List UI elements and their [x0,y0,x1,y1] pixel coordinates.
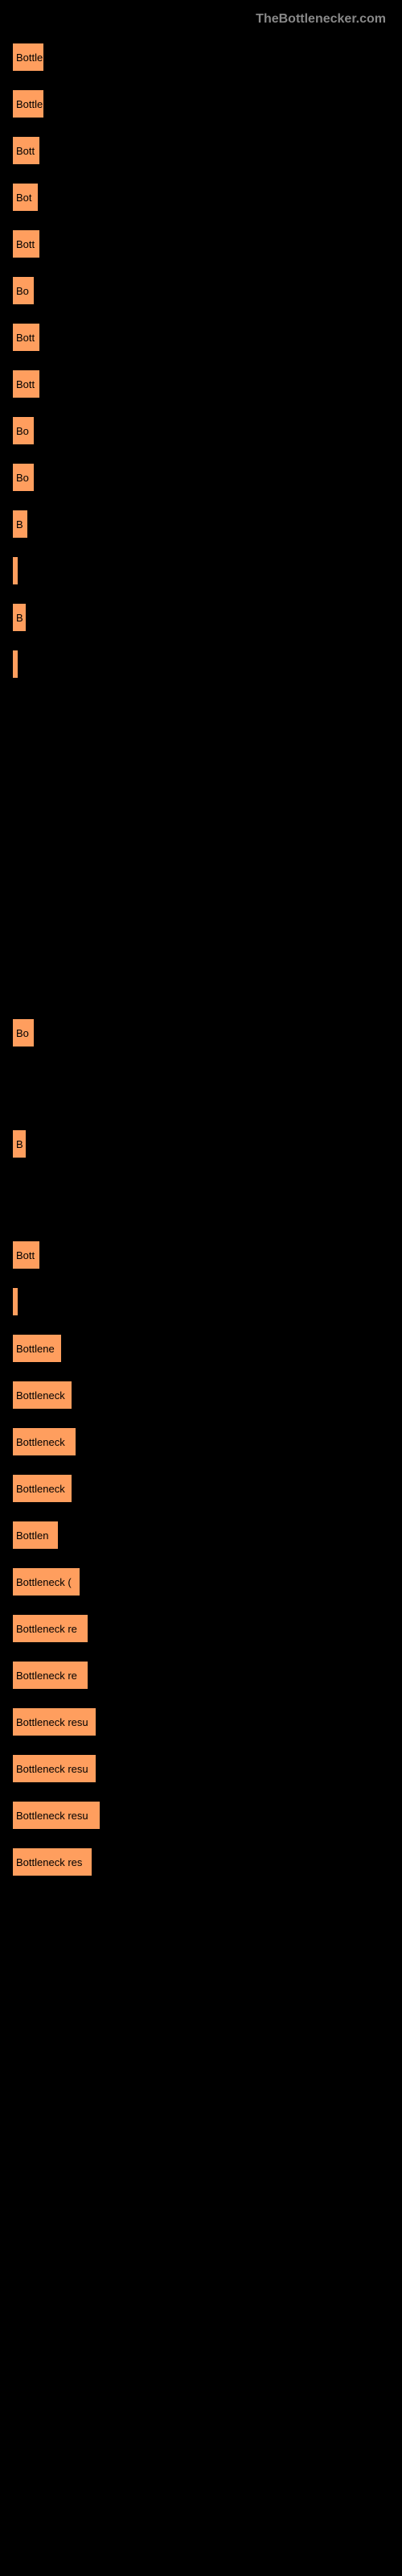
bar: Bot [12,183,39,212]
bar-label: Bottleneck re [16,1623,77,1635]
bar-label: Bott [16,378,35,390]
bar: Bo [12,276,35,305]
bar-row: Bottle [12,43,394,72]
bar-row: Bo [12,276,394,305]
bar-row: Bottleneck resu [12,1707,394,1736]
bar-label: Bo [16,472,29,484]
bar-row: Bottleneck resu [12,1801,394,1830]
bar-row [12,890,394,936]
bar-row [12,1065,394,1112]
bar-label: B [16,1138,23,1150]
bar-row: Bott [12,1241,394,1269]
bar-row: Bott [12,136,394,165]
bar-label: Bot [16,192,32,204]
bar-row: Bottlene [12,1334,394,1363]
bar-label: Bottle [16,98,43,110]
bar-label: B [16,518,23,530]
bar-row: Bott [12,323,394,352]
bar-row [12,1176,394,1223]
bar-chart: Bottle Bottle Bott Bot Bott Bo Bott Bott Bo Bo B B B… [8,43,394,1876]
bar [12,1287,18,1316]
bar: Bottleneck resu [12,1801,100,1830]
bar-row: Bottle [12,89,394,118]
bar: Bott [12,1241,40,1269]
bar-label: Bottle [16,52,43,64]
bar-row: Bo [12,1018,394,1047]
bar-row [12,1287,394,1316]
bar-label: Bo [16,425,29,437]
bar-label: Bottleneck res [16,1856,82,1868]
bar: Bottleneck ( [12,1567,80,1596]
bar-row: Bottleneck [12,1474,394,1503]
bar: Bo [12,1018,35,1047]
bar-row: Bottleneck re [12,1661,394,1690]
bar: Bott [12,136,40,165]
bar: Bottleneck res [12,1847,92,1876]
bar-row [12,825,394,872]
bar-row: Bo [12,416,394,445]
bar: Bo [12,416,35,445]
bar-label: Bo [16,1027,29,1039]
bar-row: Bo [12,463,394,492]
bar: Bott [12,369,40,398]
bar: Bo [12,463,35,492]
bar-label: Bottleneck [16,1436,65,1448]
bar-label: Bott [16,238,35,250]
bar-label: Bottleneck resu [16,1763,88,1775]
site-header: TheBottlenecker.com [8,8,394,43]
bar-row [12,761,394,807]
bar-row: Bottleneck [12,1381,394,1410]
bar-label: Bott [16,332,35,344]
bar: B [12,603,27,632]
bar-label: Bottleneck resu [16,1716,88,1728]
bar-label: Bottlene [16,1343,55,1355]
bar-row: Bottleneck ( [12,1567,394,1596]
bar-row: Bot [12,183,394,212]
bar [12,556,18,585]
bar: Bottleneck re [12,1661,88,1690]
bar: Bottle [12,89,44,118]
bar-row [12,954,394,1001]
bar: B [12,510,28,539]
bar-row: Bottleneck resu [12,1754,394,1783]
bar: Bottlene [12,1334,62,1363]
bar: Bottleneck resu [12,1754,96,1783]
bar: Bottleneck [12,1381,72,1410]
bar: Bottlen [12,1521,59,1550]
bar-label: Bottleneck [16,1389,65,1402]
bar-row: B [12,510,394,539]
bar-row [12,696,394,743]
bar-row: Bottleneck re [12,1614,394,1643]
bar-label: Bottlen [16,1530,48,1542]
bar-label: Bottleneck re [16,1670,77,1682]
bar-row: Bottleneck [12,1427,394,1456]
bar: Bottleneck resu [12,1707,96,1736]
bar: Bottleneck [12,1427,76,1456]
bar-row [12,650,394,679]
bar-label: Bott [16,1249,35,1261]
bar-row: Bott [12,229,394,258]
bar-row: B [12,603,394,632]
bar-label: Bottleneck ( [16,1576,72,1588]
bar-label: B [16,612,23,624]
bar: Bottle [12,43,44,72]
bar: Bottleneck [12,1474,72,1503]
bar-row [12,556,394,585]
bar: Bott [12,323,40,352]
bar: Bott [12,229,40,258]
bar-row: B [12,1129,394,1158]
bar-row: Bottlen [12,1521,394,1550]
bar-label: Bottleneck resu [16,1810,88,1822]
bar-label: Bottleneck [16,1483,65,1495]
site-title: TheBottlenecker.com [256,12,386,26]
bar-row: Bottleneck res [12,1847,394,1876]
bar [12,650,18,679]
bar: Bottleneck re [12,1614,88,1643]
bar: B [12,1129,27,1158]
bar-label: Bott [16,145,35,157]
bar-label: Bo [16,285,29,297]
bar-row: Bott [12,369,394,398]
